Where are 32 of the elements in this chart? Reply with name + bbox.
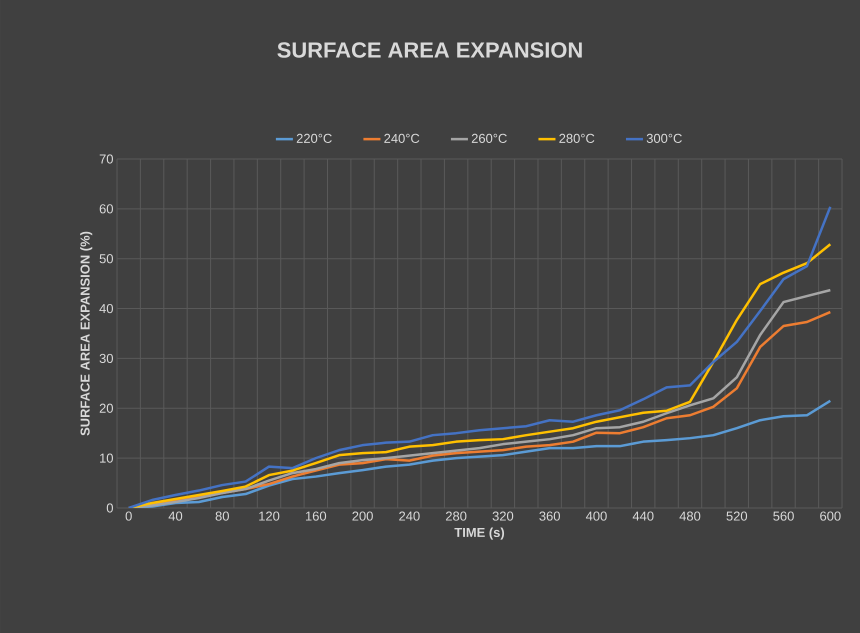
x-tick-label: 360: [539, 512, 560, 521]
x-tick-label: 480: [679, 512, 700, 521]
x-tick-label: 560: [773, 512, 794, 521]
x-tick-label: 600: [820, 512, 841, 521]
y-tick-label: 20: [100, 404, 113, 413]
y-axis-title: SURFACE AREA EXPANSION (%): [80, 232, 92, 436]
x-tick-label: 160: [306, 512, 326, 521]
x-tick-label: 240: [399, 512, 420, 521]
legend-label: 280°C: [559, 134, 594, 143]
y-tick-label: 60: [100, 204, 113, 214]
x-tick-label: 40: [168, 512, 182, 521]
chart-title: SURFACE AREA EXPANSION: [277, 42, 582, 58]
x-tick-label: 80: [216, 512, 229, 521]
x-tick-label: 320: [492, 512, 514, 521]
y-tick-label: 0: [106, 503, 113, 513]
x-tick-label: 120: [259, 512, 280, 521]
legend-label: 260°C: [472, 134, 507, 143]
x-axis-title: TIME (s): [454, 528, 504, 540]
legend-label: 220°C: [296, 134, 332, 143]
x-tick-label: 200: [352, 512, 373, 521]
x-tick-label: 400: [586, 512, 607, 521]
x-tick-label: 0: [126, 512, 132, 521]
y-tick-label: 10: [100, 454, 113, 463]
y-tick-label: 30: [100, 354, 113, 363]
y-tick-label: 40: [99, 304, 113, 314]
legend-label: 300°C: [646, 134, 682, 143]
y-tick-label: 50: [100, 254, 113, 264]
x-tick-label: 280: [446, 512, 466, 521]
x-tick-label: 520: [726, 512, 748, 521]
legend-label: 240°C: [384, 134, 420, 143]
x-tick-label: 440: [632, 512, 654, 521]
y-tick-label: 70: [100, 154, 113, 164]
